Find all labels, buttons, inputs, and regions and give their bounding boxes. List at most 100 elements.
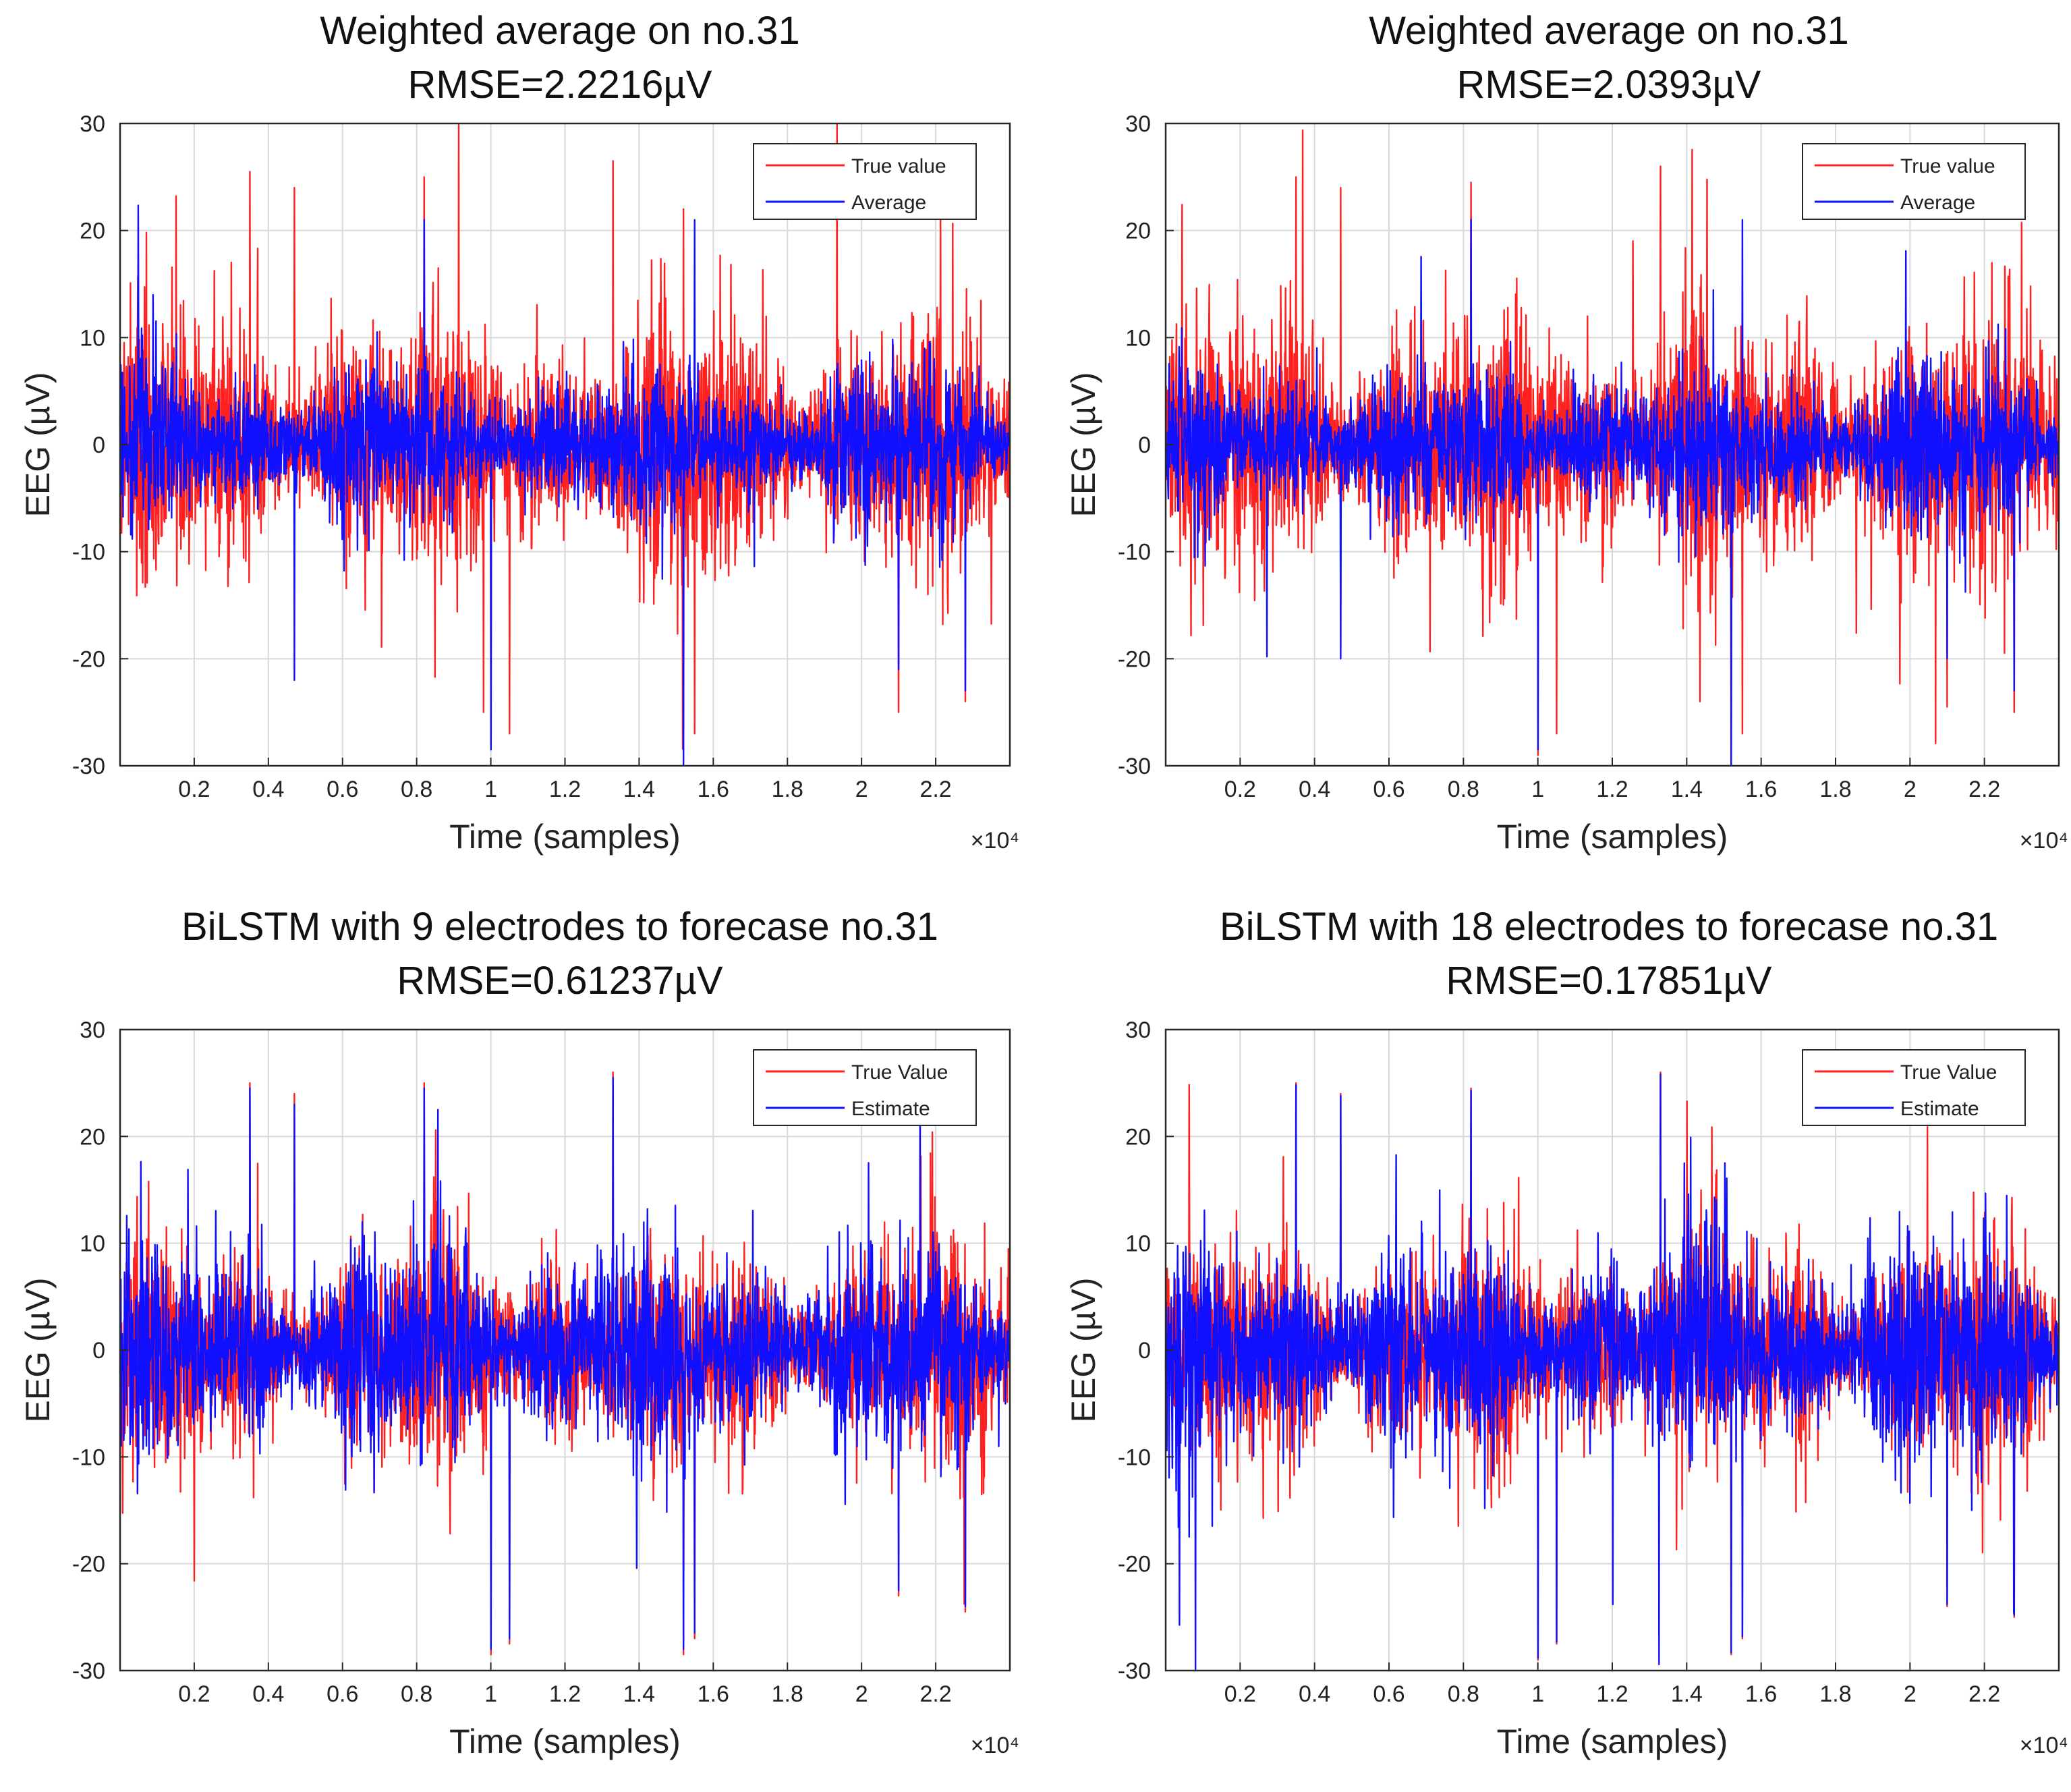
x-tick-label: 1.2 [549, 777, 581, 802]
legend-box [753, 143, 977, 220]
y-tick-label: -20 [1118, 1552, 1151, 1577]
x-tick-label: 0.8 [1448, 1681, 1479, 1707]
x-tick-label: 0.4 [252, 777, 284, 802]
y-tick-label: 0 [92, 1338, 105, 1364]
x-tick-label: 0.6 [327, 777, 358, 802]
legend-box [1802, 143, 2026, 220]
x-tick-label: 0.4 [252, 1681, 284, 1707]
chart-svg: Weighted average on no.31 RMSE=2.2216µV … [19, 9, 1019, 856]
x-axis-label: Time (samples) [1497, 818, 1728, 856]
x-axis-label: Time (samples) [1497, 1723, 1728, 1760]
y-tick-label: -30 [72, 1658, 105, 1684]
y-tick-label: 0 [92, 432, 105, 458]
x-tick-label: 0.2 [178, 777, 210, 802]
chart-title: BiLSTM with 18 electrodes to forecase no… [1220, 905, 1998, 949]
y-tick-label: -20 [1118, 646, 1151, 672]
x-tick-label: 1.4 [1671, 1681, 1703, 1707]
legend-label-0: True value [851, 155, 946, 177]
y-axis-label: EEG (µV) [1065, 372, 1102, 517]
y-tick-label: 10 [1125, 325, 1151, 351]
x-exponent-label: ×10⁴ [971, 1733, 1019, 1758]
y-tick-label: 0 [1138, 1338, 1151, 1364]
chart-panel-weighted-average-2: Weighted average on no.31 RMSE=2.0393µV … [1036, 0, 2071, 896]
x-tick-label: 1 [1531, 777, 1544, 802]
y-tick-label: 10 [80, 325, 105, 351]
legend-box [753, 1049, 977, 1126]
x-tick-label: 2 [1904, 777, 1917, 802]
legend-label-0: True value [1900, 155, 1995, 177]
y-axis-label: EEG (µV) [19, 1278, 57, 1423]
x-tick-label: 2.2 [919, 777, 951, 802]
series-line-estimate [1164, 1073, 2060, 1672]
x-tick-label: 1.2 [1596, 1681, 1628, 1707]
x-tick-label: 1.6 [1745, 1681, 1777, 1707]
y-axis-label: EEG (µV) [1065, 1278, 1102, 1423]
series-line-average [119, 204, 1011, 767]
x-tick-label: 1.2 [549, 1681, 581, 1707]
legend-box [1802, 1049, 2026, 1126]
x-tick-label: 2 [1904, 1681, 1917, 1707]
series-line-estimate [119, 1077, 1011, 1650]
series-line-true-value [119, 1071, 1011, 1656]
plot-area: 0.2 0.4 0.6 0.8 1 1.2 1.4 1.6 1.8 2 2.2 -30 -20 -10 0 1… [19, 111, 1019, 856]
chart-subtitle: RMSE=0.61237µV [397, 959, 723, 1003]
x-axis-label: Time (samples) [449, 818, 681, 856]
x-tick-label: 1.4 [623, 777, 655, 802]
x-tick-label: 2.2 [919, 1681, 951, 1707]
y-tick-label: 20 [80, 219, 105, 244]
chart-title: Weighted average on no.31 [320, 9, 800, 53]
y-tick-label: -20 [72, 1552, 105, 1577]
y-axis-label: EEG (µV) [19, 372, 57, 517]
chart-title: Weighted average on no.31 [1369, 9, 1849, 53]
x-tick-label: 0.2 [1224, 777, 1256, 802]
chart-subtitle: RMSE=2.2216µV [408, 63, 712, 107]
x-tick-label: 1.8 [772, 777, 803, 802]
y-tick-label: -10 [1118, 1445, 1151, 1470]
y-tick-label: -30 [72, 754, 105, 779]
y-tick-label: 20 [80, 1124, 105, 1150]
y-tick-label: 30 [1125, 111, 1151, 137]
x-exponent-label: ×10⁴ [2020, 828, 2068, 853]
x-tick-label: 0.4 [1299, 777, 1330, 802]
x-tick-label: 0.6 [1373, 777, 1405, 802]
chart-panel-bilstm-9: BiLSTM with 9 electrodes to forecase no.… [0, 896, 1036, 1792]
x-tick-label: 2.2 [1968, 1681, 2000, 1707]
x-exponent-label: ×10⁴ [2020, 1733, 2068, 1758]
y-tick-label: 20 [1125, 1124, 1151, 1150]
legend-label-0: True Value [851, 1061, 948, 1084]
y-tick-label: 20 [1125, 219, 1151, 244]
chart-svg: BiLSTM with 9 electrodes to forecase no.… [19, 905, 1019, 1760]
x-tick-label: 1.6 [1745, 777, 1777, 802]
x-tick-label: 0.8 [401, 777, 432, 802]
chart-subtitle: RMSE=2.0393µV [1457, 63, 1761, 107]
x-tick-label: 1 [484, 777, 497, 802]
x-tick-label: 0.8 [1448, 777, 1479, 802]
x-tick-label: 1.4 [623, 1681, 655, 1707]
x-axis-label: Time (samples) [449, 1723, 681, 1760]
chart-title: BiLSTM with 9 electrodes to forecase no.… [181, 905, 938, 949]
chart-svg: BiLSTM with 18 electrodes to forecase no… [1065, 905, 2068, 1760]
x-tick-label: 0.8 [401, 1681, 432, 1707]
chart-subtitle: RMSE=0.17851µV [1446, 959, 1772, 1003]
x-tick-label: 1 [484, 1681, 497, 1707]
x-tick-label: 1.8 [1819, 1681, 1851, 1707]
legend-label-1: Average [851, 192, 926, 214]
x-tick-label: 2.2 [1968, 777, 2000, 802]
y-tick-label: 10 [1125, 1231, 1151, 1257]
y-tick-label: 30 [80, 1017, 105, 1043]
y-tick-label: -10 [72, 1445, 105, 1470]
x-tick-label: 1.8 [772, 1681, 803, 1707]
legend-label-1: Estimate [1900, 1098, 1979, 1120]
x-exponent-label: ×10⁴ [971, 828, 1019, 853]
x-tick-label: 1 [1531, 1681, 1544, 1707]
legend-label-0: True Value [1900, 1061, 1997, 1084]
x-tick-label: 2 [855, 777, 868, 802]
y-tick-label: 30 [80, 111, 105, 137]
x-tick-label: 1.6 [698, 777, 729, 802]
x-tick-label: 0.2 [178, 1681, 210, 1707]
chart-svg: Weighted average on no.31 RMSE=2.0393µV … [1065, 9, 2068, 856]
x-tick-label: 0.4 [1299, 1681, 1330, 1707]
legend-label-1: Average [1900, 192, 1975, 214]
x-tick-label: 1.8 [1819, 777, 1851, 802]
y-tick-label: -10 [72, 540, 105, 565]
